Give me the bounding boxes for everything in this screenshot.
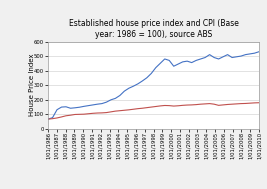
Title: Established house price index and CPI (Base
year: 1986 = 100), source ABS: Established house price index and CPI (B… [69, 19, 238, 40]
Y-axis label: House Price Index: House Price Index [29, 54, 36, 116]
